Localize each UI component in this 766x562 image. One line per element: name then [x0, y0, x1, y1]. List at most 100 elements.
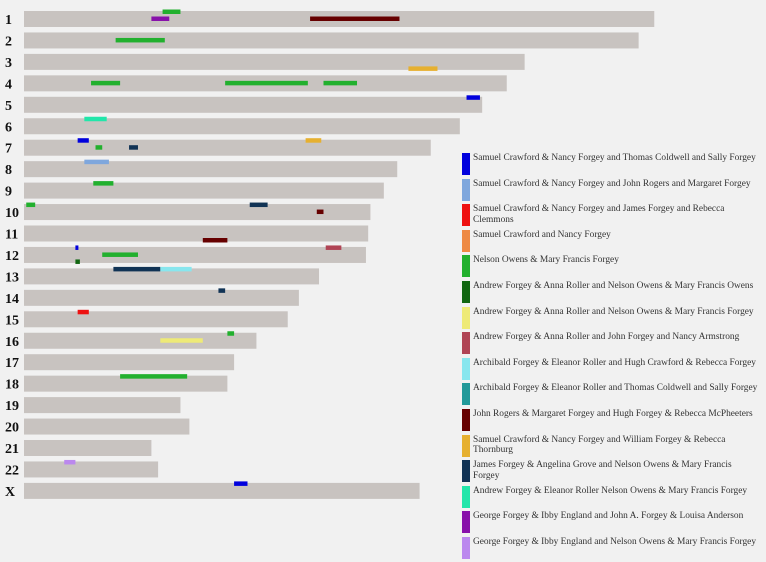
- legend-swatch: [462, 357, 470, 380]
- legend-swatch: [462, 511, 470, 534]
- chromosome-label: 1: [5, 13, 12, 28]
- chromosome-bar: [24, 225, 369, 242]
- match-segment: [77, 309, 89, 315]
- chromosome-bar: [24, 161, 398, 178]
- match-segment: [162, 9, 181, 14]
- chromosome-label: 9: [5, 185, 12, 200]
- legend-label: Andrew Forgey & Anna Roller and Nelson O…: [473, 306, 754, 317]
- legend-swatch: [462, 536, 470, 559]
- legend-item: Archibald Forgey & Eleanor Roller and Hu…: [460, 357, 760, 383]
- match-segment: [160, 338, 203, 343]
- match-segment: [75, 259, 80, 264]
- chromosome-bar: [24, 289, 299, 306]
- legend-item: Nelson Owens & Mary Francis Forgey: [460, 254, 760, 280]
- legend-item: John Rogers & Margaret Forgey and Hugh F…: [460, 408, 760, 434]
- chromosome-bar: [24, 418, 190, 435]
- legend-swatch: [462, 255, 470, 278]
- match-segment: [120, 374, 188, 379]
- match-segment: [151, 16, 170, 21]
- chromosome-label: 12: [5, 249, 19, 264]
- chromosome-bar: [24, 32, 639, 49]
- legend-swatch: [462, 485, 470, 508]
- chromosome-bar: [24, 332, 257, 349]
- match-segment: [95, 145, 103, 150]
- chromosome-label: X: [5, 485, 15, 500]
- match-segment: [249, 202, 268, 208]
- legend-label: James Forgey & Angelina Grove and Nelson…: [473, 460, 732, 481]
- legend-label: George Forgey & Ibby England and John A.…: [473, 511, 744, 522]
- legend-item: Samuel Crawford and Nancy Forgey: [460, 229, 760, 255]
- match-segment: [75, 245, 79, 250]
- match-segment: [225, 80, 308, 86]
- chromosome-bar: [24, 482, 420, 499]
- chromosome-bar: [24, 246, 366, 263]
- legend-item: Samuel Crawford & Nancy Forgey and John …: [460, 178, 760, 204]
- chromosome-bar: [24, 354, 235, 371]
- chromosome-label: 18: [5, 378, 19, 393]
- legend-label: Andrew Forgey & Anna Roller and John For…: [473, 332, 740, 343]
- chromosome-label: 22: [5, 463, 19, 478]
- legend-swatch: [462, 408, 470, 431]
- legend-swatch: [462, 178, 470, 201]
- match-segment: [202, 238, 228, 243]
- legend-item: Archibald Forgey & Eleanor Roller and Th…: [460, 382, 760, 408]
- legend-swatch: [462, 460, 470, 483]
- chromosome-bar: [24, 182, 384, 199]
- legend-label: John Rogers & Margaret Forgey and Hugh F…: [473, 408, 753, 419]
- match-segment: [218, 288, 226, 293]
- match-segment: [26, 202, 36, 208]
- legend-label: Samuel Crawford & Nancy Forgey and Thoma…: [473, 153, 756, 163]
- legend-swatch: [462, 280, 470, 303]
- match-segment: [234, 481, 248, 486]
- legend-swatch: [462, 229, 470, 252]
- chromosome-label: 10: [5, 206, 19, 221]
- match-segment: [310, 16, 400, 21]
- chromosome-bar: [24, 139, 431, 156]
- legend-label: Samuel Crawford and Nancy Forgey: [473, 229, 611, 240]
- legend-label: Samuel Crawford & Nancy Forgey and Willi…: [473, 434, 726, 455]
- match-segment: [227, 331, 235, 336]
- chromosome-bar: [24, 397, 181, 414]
- match-segment: [325, 245, 342, 250]
- legend-label: Andrew Forgey & Anna Roller and Nelson O…: [473, 280, 754, 291]
- chromosome-bar: [24, 96, 483, 113]
- legend-label: Archibald Forgey & Eleanor Roller and Hu…: [473, 357, 756, 368]
- chromosome-label: 16: [5, 335, 19, 350]
- match-segment: [129, 145, 138, 150]
- match-segment: [466, 95, 480, 100]
- chromosome-label: 4: [5, 77, 12, 92]
- chromosome-label: 15: [5, 313, 19, 328]
- legend-swatch: [462, 306, 470, 329]
- match-segment: [305, 138, 322, 143]
- chromosome-label: 3: [5, 56, 12, 71]
- match-segment: [84, 159, 109, 165]
- chromosome-label: 2: [5, 34, 12, 49]
- legend-swatch: [462, 434, 470, 457]
- chromosome-bar: [24, 440, 152, 456]
- chromosome-label: 7: [5, 142, 12, 157]
- match-segment: [160, 266, 192, 272]
- chromosome-label: 6: [5, 120, 12, 135]
- chromosome-bar: [24, 53, 525, 70]
- legend-swatch: [462, 332, 470, 355]
- chromosome-label: 14: [5, 292, 19, 307]
- legend-item: George Forgey & Ibby England and John A.…: [460, 510, 760, 536]
- match-segment: [64, 459, 76, 465]
- chromosome-bar: [24, 204, 371, 221]
- match-segment: [316, 209, 324, 215]
- match-segment: [84, 116, 107, 122]
- chromosome-bar: [24, 118, 460, 135]
- legend: Samuel Crawford & Nancy Forgey and Thoma…: [460, 152, 760, 562]
- legend-label: Samuel Crawford & Nancy Forgey and James…: [473, 204, 725, 225]
- legend-label: Archibald Forgey & Eleanor Roller and Th…: [473, 383, 758, 394]
- legend-swatch: [462, 204, 470, 227]
- legend-label: Andrew Forgey & Eleanor Roller Nelson Ow…: [473, 485, 748, 496]
- chromosome-label: 19: [5, 399, 19, 414]
- legend-item: Samuel Crawford & Nancy Forgey and Thoma…: [460, 152, 760, 178]
- match-segment: [91, 80, 121, 86]
- match-segment: [93, 181, 114, 186]
- chromosome-bar: [24, 375, 228, 392]
- match-segment: [408, 66, 438, 71]
- chromosome-label: 8: [5, 163, 12, 178]
